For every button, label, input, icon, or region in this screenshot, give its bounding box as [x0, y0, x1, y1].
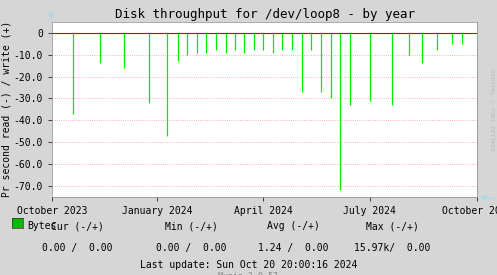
- Text: Bytes: Bytes: [27, 221, 57, 231]
- Text: 1.24 /  0.00: 1.24 / 0.00: [258, 243, 329, 253]
- Text: Max (-/+): Max (-/+): [366, 221, 419, 231]
- Text: Min (-/+): Min (-/+): [165, 221, 218, 231]
- Text: 0.00 /  0.00: 0.00 / 0.00: [42, 243, 112, 253]
- Text: Cur (-/+): Cur (-/+): [51, 221, 103, 231]
- Text: Last update: Sun Oct 20 20:00:16 2024: Last update: Sun Oct 20 20:00:16 2024: [140, 260, 357, 270]
- Title: Disk throughput for /dev/loop8 - by year: Disk throughput for /dev/loop8 - by year: [115, 8, 414, 21]
- Text: 15.97k/  0.00: 15.97k/ 0.00: [354, 243, 431, 253]
- Text: RRDTOOL / TOBI OETIKER: RRDTOOL / TOBI OETIKER: [490, 69, 495, 151]
- Text: Munin 2.0.57: Munin 2.0.57: [219, 272, 278, 275]
- Y-axis label: Pr second read (-) / write (+): Pr second read (-) / write (+): [1, 21, 11, 197]
- Text: Avg (-/+): Avg (-/+): [267, 221, 320, 231]
- Text: 0.00 /  0.00: 0.00 / 0.00: [156, 243, 227, 253]
